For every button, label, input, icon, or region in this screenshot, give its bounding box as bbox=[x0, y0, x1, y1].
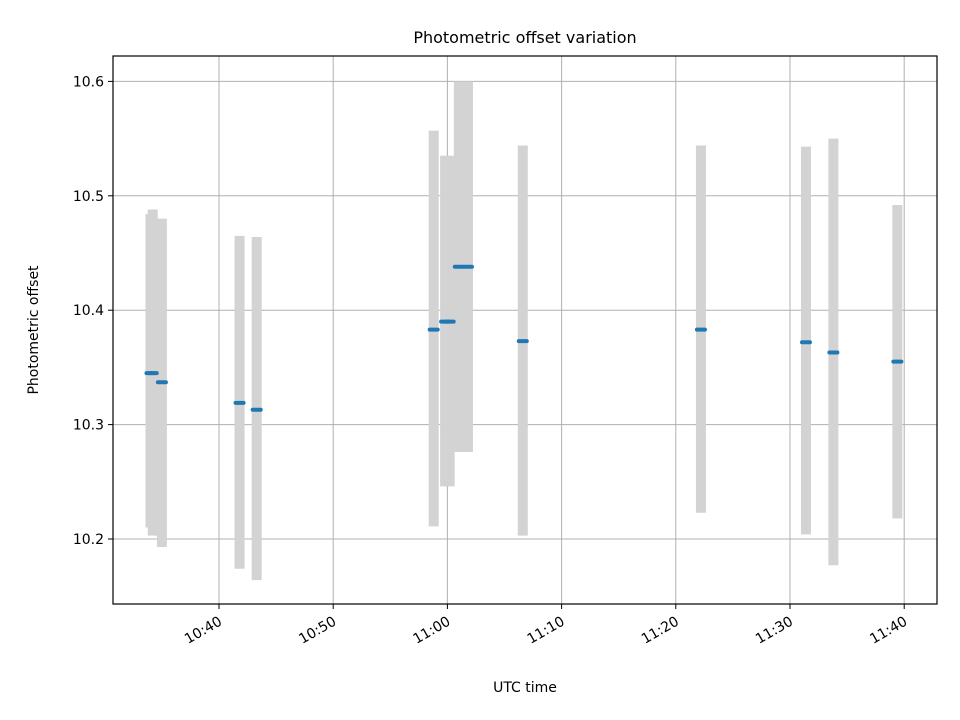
y-tick-label: 10.4 bbox=[73, 303, 104, 319]
y-tick-label: 10.6 bbox=[73, 74, 104, 90]
x-axis-label: UTC time bbox=[493, 680, 557, 696]
y-tick-label: 10.5 bbox=[73, 189, 104, 205]
plot-frame bbox=[112, 55, 938, 605]
data-points bbox=[144, 264, 904, 412]
y-axis-label: Photometric offset bbox=[26, 265, 42, 395]
y-tick-label: 10.3 bbox=[73, 418, 104, 434]
chart-title: Photometric offset variation bbox=[413, 28, 636, 47]
y-tick-label: 10.2 bbox=[73, 532, 104, 548]
y-axis: 10.2 10.3 10.4 10.5 10.6 bbox=[73, 74, 113, 548]
